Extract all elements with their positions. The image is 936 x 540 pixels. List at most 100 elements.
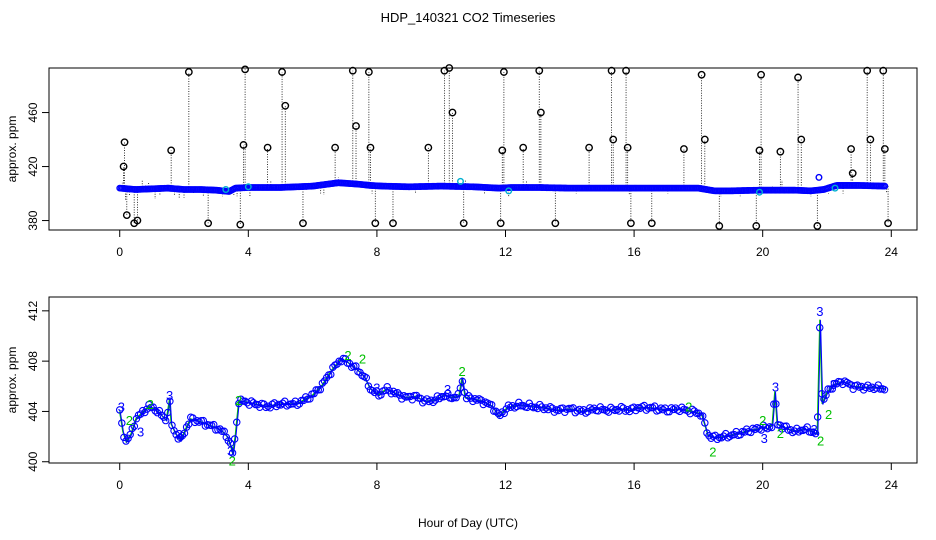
bottom-data-point xyxy=(341,355,350,363)
bottom-point-label: 3 xyxy=(166,388,173,403)
bottom-data-point xyxy=(533,404,542,413)
top-outlier-point xyxy=(697,70,706,79)
bottom-data-point xyxy=(301,393,310,401)
top-highlight-point xyxy=(815,173,823,181)
bottom-data-point xyxy=(170,426,178,435)
bottom-data-point xyxy=(435,394,444,403)
top-outlier-point xyxy=(278,68,286,76)
top-outlier-point xyxy=(715,222,724,230)
bottom-data-point xyxy=(318,379,327,387)
top-outlier-point xyxy=(366,143,375,152)
bottom-point-label: 3 xyxy=(816,304,823,319)
top-outlier-point xyxy=(120,138,129,147)
bottom-point-label: 3 xyxy=(444,382,451,397)
top-outlier-point xyxy=(535,66,544,75)
top-outlier-point xyxy=(496,219,505,228)
bottom-data-point xyxy=(586,404,594,412)
bottom-data-point xyxy=(444,389,452,398)
bottom-data-point xyxy=(383,383,391,391)
top-outlier-point xyxy=(389,219,397,228)
bottom-data-point xyxy=(487,401,496,409)
bottom-data-point xyxy=(362,373,371,382)
top-outlier-point xyxy=(880,145,889,153)
bottom-y-tick-label-400: 400 xyxy=(26,451,40,471)
bottom-point-label: 3 xyxy=(772,379,779,394)
bottom-data-point xyxy=(803,423,811,431)
top-outlier-point xyxy=(133,216,142,225)
bottom-data-point xyxy=(164,408,172,417)
bottom-data-point xyxy=(874,381,883,389)
top-outlier-point xyxy=(424,143,433,152)
bottom-data-point xyxy=(665,407,674,416)
top-outlier-point xyxy=(499,68,508,76)
bottom-data-point xyxy=(698,412,707,420)
bottom-data-point xyxy=(621,407,630,415)
top-highlight-point xyxy=(456,177,464,185)
bottom-data-point xyxy=(228,449,237,457)
bottom-data-point xyxy=(178,431,187,440)
bottom-data-point xyxy=(795,428,803,436)
top-outlier-point xyxy=(609,135,618,144)
bottom-data-point xyxy=(617,402,625,411)
top-outlier-point xyxy=(847,145,855,153)
bottom-data-point xyxy=(226,439,235,447)
top-x-tick-label-4: 4 xyxy=(245,245,252,259)
bottom-data-point xyxy=(368,386,377,395)
top-outlier-point xyxy=(236,220,245,229)
top-outlier-point xyxy=(884,219,892,228)
bottom-data-point xyxy=(701,419,709,427)
top-y-tick-label-380: 380 xyxy=(26,210,40,230)
bottom-data-point xyxy=(138,406,147,415)
top-outlier-point xyxy=(371,219,380,228)
top-outlier-point xyxy=(607,66,616,75)
top-outlier-point xyxy=(536,108,545,117)
bottom-data-point xyxy=(546,403,554,411)
bottom-x-tick-label-0: 0 xyxy=(116,478,123,492)
bottom-data-point xyxy=(157,411,166,419)
top-baseline-point xyxy=(881,182,889,190)
bottom-data-point xyxy=(504,401,513,409)
bottom-data-point xyxy=(711,431,720,440)
bottom-data-point xyxy=(115,406,124,414)
bottom-point-label: 3 xyxy=(176,427,183,442)
top-outlier-point xyxy=(498,146,507,155)
top-outlier-point xyxy=(700,135,709,144)
bottom-data-point xyxy=(782,422,791,430)
bottom-x-tick-label-24: 24 xyxy=(885,478,899,492)
bottom-point-label: 3 xyxy=(137,425,144,440)
bottom-point-label: 2 xyxy=(817,433,824,448)
bottom-data-point xyxy=(235,399,243,408)
bottom-y-axis-label: approx. ppm xyxy=(5,347,19,414)
bottom-data-point xyxy=(118,419,126,427)
bottom-data-point xyxy=(230,435,239,443)
top-outlier-point xyxy=(263,143,272,152)
top-outlier-point xyxy=(879,66,888,75)
top-outlier-point xyxy=(459,219,468,228)
top-x-tick-label-8: 8 xyxy=(374,245,381,259)
bottom-point-label: 2 xyxy=(709,445,716,460)
bottom-point-label: 3 xyxy=(761,431,768,446)
top-outlier-point xyxy=(647,219,656,228)
bottom-data-point xyxy=(312,386,320,394)
bottom-point-label: 3 xyxy=(227,443,234,458)
bottom-data-point xyxy=(124,434,132,443)
bottom-data-point xyxy=(772,400,780,408)
top-outlier-point xyxy=(866,135,875,144)
top-outlier-point xyxy=(448,108,457,117)
top-outlier-point xyxy=(848,169,857,178)
bottom-point-label: 2 xyxy=(685,399,692,414)
bottom-point-label: 2 xyxy=(458,364,465,379)
bottom-point-label: 3 xyxy=(373,381,380,396)
bottom-point-label: 2 xyxy=(126,413,133,428)
top-outlier-point xyxy=(348,66,357,75)
bottom-data-point xyxy=(293,401,302,409)
bottom-data-point xyxy=(548,404,557,412)
bottom-data-point xyxy=(540,405,548,414)
bottom-data-point xyxy=(249,398,258,407)
bottom-data-point xyxy=(801,425,809,434)
top-outlier-point xyxy=(122,211,131,220)
bottom-data-point xyxy=(508,402,517,410)
top-x-tick-label-24: 24 xyxy=(885,245,899,259)
bottom-data-point xyxy=(535,400,544,409)
bottom-x-tick-label-4: 4 xyxy=(245,478,252,492)
